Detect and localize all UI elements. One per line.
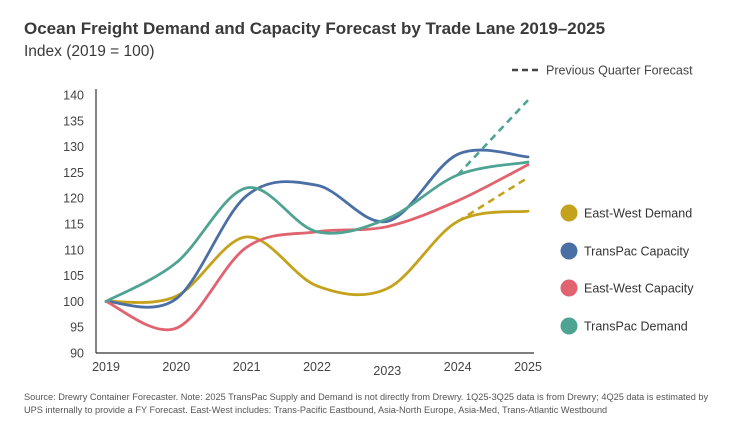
x-tick-label: 2019 xyxy=(92,360,120,374)
legend-label: TransPac Capacity xyxy=(584,245,690,259)
y-tick-label: 120 xyxy=(63,192,84,206)
x-tick-label: 2020 xyxy=(162,360,190,374)
legend-swatch xyxy=(560,242,578,260)
x-tick-label: 2022 xyxy=(303,360,331,374)
chart-subtitle: Index (2019 = 100) xyxy=(24,43,155,60)
x-tick-label: 2025 xyxy=(514,360,542,374)
x-tick-label: 2024 xyxy=(444,360,472,374)
y-tick-label: 140 xyxy=(63,89,84,103)
series-line xyxy=(104,148,530,309)
x-tick-label: 2023 xyxy=(373,364,401,378)
chart-series xyxy=(104,99,530,332)
y-tick-label: 125 xyxy=(63,166,84,180)
line-chart: 90 95 100 105 110 115 120 125 130 135 140 2019 2020 2… xyxy=(63,64,694,379)
x-tick-label: 2021 xyxy=(233,360,261,374)
y-tick-label: 90 xyxy=(70,347,84,361)
y-tick-label: 135 xyxy=(63,114,84,128)
series-line xyxy=(104,160,530,303)
y-tick-label: 110 xyxy=(64,243,84,257)
chart-axes: 90 95 100 105 110 115 120 125 130 135 140 2019 2020 2… xyxy=(63,89,542,379)
y-tick-label: 95 xyxy=(70,321,84,335)
forecast-line xyxy=(456,176,529,223)
series-line xyxy=(104,209,530,304)
source-note: Source: Drewry Container Forecaster. Not… xyxy=(24,392,709,415)
chart-title: Ocean Freight Demand and Capacity Foreca… xyxy=(24,19,606,38)
forecast-legend-label: Previous Quarter Forecast xyxy=(546,64,693,78)
series-line xyxy=(104,163,530,332)
legend-swatch xyxy=(560,279,578,297)
y-tick-label: 105 xyxy=(63,269,84,283)
legend-label: East-West Capacity xyxy=(584,282,694,296)
legend-swatch xyxy=(560,317,578,335)
y-tick-label: 100 xyxy=(63,295,84,309)
y-tick-label: 115 xyxy=(64,218,84,232)
legend-swatch xyxy=(560,204,578,222)
y-tick-label: 130 xyxy=(63,140,84,154)
chart-legend: Previous Quarter Forecast East-West Deman… xyxy=(512,64,694,335)
forecast-line xyxy=(456,99,529,176)
legend-label: East-West Demand xyxy=(584,207,692,221)
legend-label: TransPac Demand xyxy=(584,320,688,334)
